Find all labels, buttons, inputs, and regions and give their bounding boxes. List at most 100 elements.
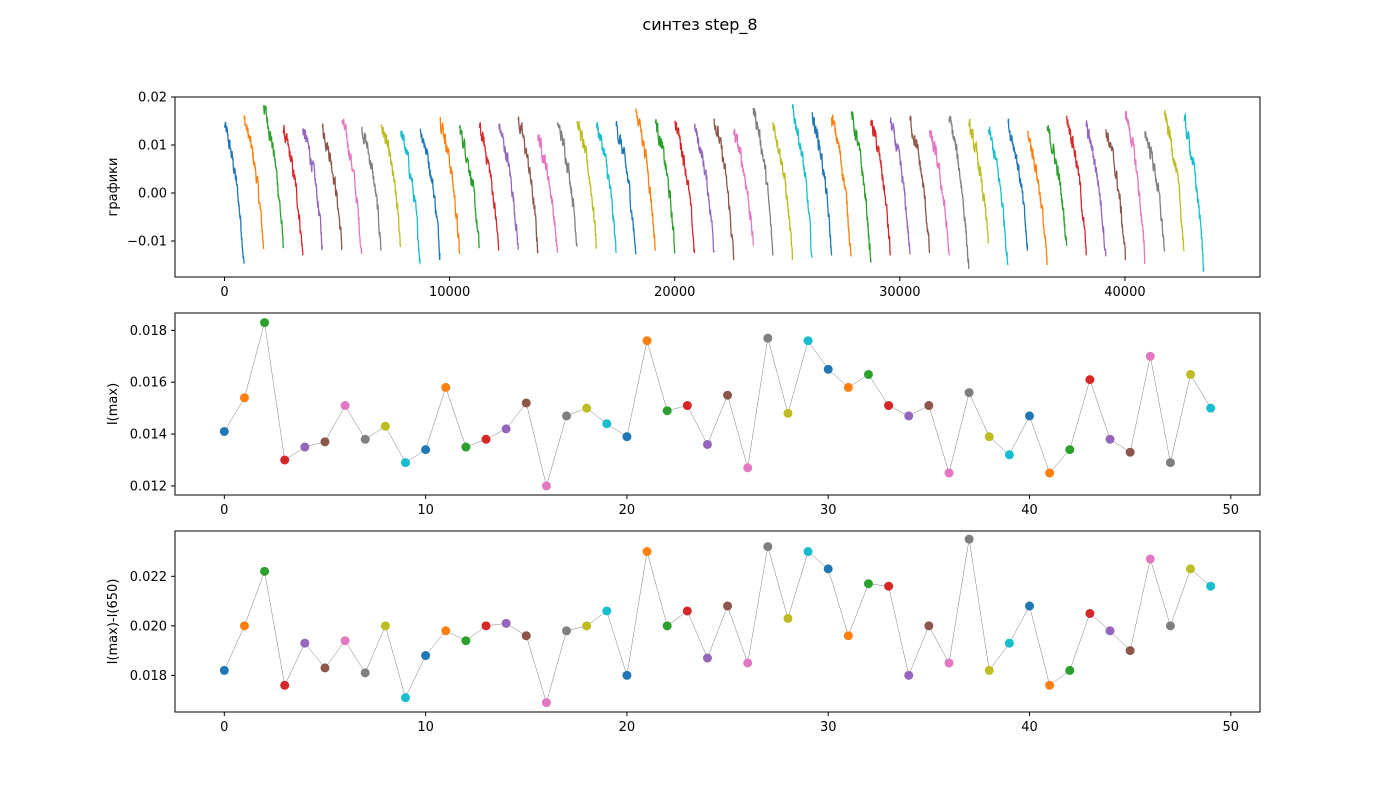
series-line <box>830 114 852 257</box>
data-point <box>723 601 733 611</box>
series-line <box>987 126 1009 266</box>
x-tick-label: 40 <box>1021 720 1038 735</box>
axes-frame <box>174 96 1261 278</box>
data-point <box>1065 445 1075 455</box>
data-point <box>421 651 431 661</box>
series-line <box>223 121 245 264</box>
data-point <box>461 636 471 646</box>
y-tick-label: 0.01 <box>138 139 167 154</box>
series-line <box>1144 131 1166 252</box>
data-point <box>219 665 229 675</box>
data-point <box>1085 608 1095 618</box>
data-point <box>541 481 551 491</box>
series-line <box>909 115 931 254</box>
data-point <box>622 432 632 442</box>
data-point <box>280 455 290 465</box>
data-point <box>421 445 431 455</box>
data-point <box>763 542 773 552</box>
data-point <box>320 437 330 447</box>
data-point <box>1125 646 1135 656</box>
data-point <box>521 631 531 641</box>
data-point <box>924 401 934 411</box>
data-point <box>1165 458 1175 468</box>
data-point <box>662 406 672 416</box>
y-tick-label: 0.018 <box>130 324 167 339</box>
series-line <box>517 116 539 254</box>
x-tick-label: 10 <box>417 503 434 518</box>
series-line <box>439 116 461 255</box>
data-point <box>239 621 249 631</box>
series-line <box>243 115 265 250</box>
data-point <box>541 698 551 708</box>
series-line <box>1046 125 1068 246</box>
data-point <box>1004 638 1014 648</box>
series-line <box>595 122 617 254</box>
y-tick-label: 0.00 <box>138 187 167 202</box>
y-axis-label: I(max) <box>106 383 121 425</box>
x-tick-label: 20 <box>619 503 636 518</box>
data-point <box>1165 621 1175 631</box>
data-point <box>300 638 310 648</box>
data-point <box>219 426 229 436</box>
data-point <box>400 458 410 468</box>
y-tick-label: 0.016 <box>130 376 167 391</box>
data-point <box>1105 626 1115 636</box>
x-tick-label: 40000 <box>1104 285 1145 300</box>
data-point <box>280 680 290 690</box>
y-tick-label: −0.01 <box>127 235 167 250</box>
y-axis-label: графики <box>106 158 121 217</box>
data-point <box>823 564 833 574</box>
data-point <box>602 606 612 616</box>
data-point <box>1206 581 1216 591</box>
series-line <box>556 122 578 247</box>
data-point <box>360 434 370 444</box>
series-line <box>615 121 637 255</box>
series-line <box>1026 130 1048 266</box>
figure-title: синтез step_8 <box>642 15 757 35</box>
data-point <box>904 670 914 680</box>
data-point <box>602 419 612 429</box>
series-line <box>674 120 696 254</box>
series-line <box>752 108 774 256</box>
y-tick-label: 0.020 <box>130 619 167 634</box>
data-point <box>662 621 672 631</box>
data-point <box>843 631 853 641</box>
data-point <box>1206 403 1216 413</box>
data-point <box>582 621 592 631</box>
data-point <box>863 579 873 589</box>
y-tick-label: 0.02 <box>138 91 167 106</box>
x-tick-label: 50 <box>1223 503 1240 518</box>
series-line <box>968 118 989 244</box>
series-line <box>1065 115 1087 256</box>
data-point <box>682 401 692 411</box>
series-line <box>1124 110 1146 265</box>
series-line <box>811 112 833 256</box>
data-point <box>984 432 994 442</box>
data-point <box>863 369 873 379</box>
data-point <box>843 382 853 392</box>
data-point <box>1186 564 1196 574</box>
series-line <box>1183 112 1205 272</box>
connector-line <box>224 539 1211 704</box>
data-point <box>481 434 491 444</box>
data-point <box>924 621 934 631</box>
series-line <box>870 119 892 256</box>
data-point <box>702 653 712 663</box>
data-point <box>1045 680 1055 690</box>
data-point <box>1105 434 1115 444</box>
x-tick-label: 40 <box>1021 503 1038 518</box>
data-point <box>441 626 451 636</box>
series-line <box>654 119 676 254</box>
x-tick-label: 30000 <box>879 285 920 300</box>
x-tick-label: 10 <box>417 720 434 735</box>
x-tick-label: 30 <box>820 720 837 735</box>
data-point <box>1025 601 1035 611</box>
x-tick-label: 0 <box>220 285 228 300</box>
data-point <box>461 442 471 452</box>
data-point <box>1004 450 1014 460</box>
x-tick-label: 0 <box>220 503 228 518</box>
y-axis-label: I(max)-I(650) <box>106 579 121 665</box>
data-point <box>481 621 491 631</box>
data-point <box>803 336 813 346</box>
